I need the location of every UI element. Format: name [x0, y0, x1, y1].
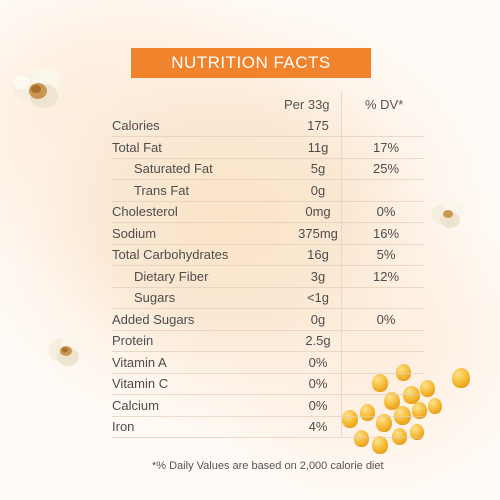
per-serving-value: 175 [307, 118, 329, 133]
per-serving-value: 11g [307, 139, 329, 155]
corn-kernel-icon [410, 424, 424, 440]
corn-kernel-icon [392, 428, 407, 445]
per-serving-value: 0g [310, 311, 326, 327]
nutrient-label: Calories [112, 118, 160, 133]
column-divider [341, 92, 342, 437]
table-row: Cholesterol 0mg 0% [112, 201, 424, 223]
per-serving-value: 3g [310, 268, 326, 284]
table-row: Vitamin C 0% [112, 373, 424, 395]
nutrient-label: Sugars [134, 290, 176, 305]
daily-value: 12% [372, 268, 400, 284]
daily-value: 5% [376, 247, 396, 262]
nutrient-label: Added Sugars [112, 311, 195, 327]
nutrient-label: Vitamin C [112, 376, 169, 391]
table-row: Calories 175 [112, 115, 424, 137]
per-serving-value: 0% [308, 376, 328, 391]
corn-kernel-icon [452, 368, 470, 388]
table-row: Iron 4% [112, 416, 424, 438]
table-row: Dietary Fiber 3g 12% [112, 266, 424, 288]
per-serving-value: 0% [308, 354, 328, 370]
nutrient-label: Saturated Fat [134, 161, 213, 176]
corn-kernel-icon [420, 380, 435, 397]
nutrient-label: Vitamin A [112, 354, 167, 370]
corn-kernel-icon [372, 436, 388, 454]
table-row: Vitamin A 0% [112, 352, 424, 374]
nutrient-label: Protein [112, 333, 154, 348]
column-header-per-serving: Per 33g [284, 97, 330, 112]
per-serving-value: 2.5g [305, 333, 331, 348]
nutrient-label: Cholesterol [112, 204, 178, 219]
corn-kernel-icon [412, 402, 427, 419]
per-serving-value: <1g [306, 290, 330, 305]
daily-value: 0% [376, 204, 396, 219]
per-serving-value: 5g [310, 161, 326, 176]
nutrient-label: Total Carbohydrates [112, 247, 229, 262]
corn-kernel-icon [428, 398, 442, 414]
corn-kernel-icon [403, 386, 420, 404]
popcorn-icon [431, 201, 464, 228]
table-row: Trans Fat 0g [112, 180, 424, 202]
corn-kernel-icon [342, 410, 358, 428]
corn-kernel-icon [354, 430, 369, 447]
per-serving-value: 0mg [305, 204, 331, 219]
corn-kernel-icon [376, 414, 392, 432]
table-row: Total Carbohydrates 16g 5% [112, 244, 424, 266]
page-title: NUTRITION FACTS [131, 48, 371, 78]
table-row: Protein 2.5g [112, 330, 424, 352]
per-serving-value: 4% [308, 419, 328, 434]
table-row: Calcium 0% [112, 395, 424, 417]
table-row: Sodium 375mg 16% [112, 223, 424, 245]
per-serving-value: 375mg [298, 225, 338, 241]
nutrient-label: Total Fat [112, 139, 162, 155]
nutrient-label: Iron [112, 419, 135, 434]
daily-value: 0% [376, 311, 396, 327]
nutrient-label: Trans Fat [134, 182, 190, 198]
nutrient-label: Calcium [112, 397, 159, 413]
nutrient-label: Sodium [112, 225, 157, 241]
corn-kernel-icon [372, 374, 388, 392]
table-row: Total Fat 11g 17% [112, 137, 424, 159]
table-row: Sugars <1g [112, 287, 424, 309]
per-serving-value: 16g [307, 247, 329, 262]
daily-value: 17% [372, 139, 400, 155]
column-header-daily-value: % DV* [365, 97, 404, 112]
corn-kernel-icon [384, 392, 400, 410]
daily-value: 16% [372, 225, 400, 241]
nutrient-label: Dietary Fiber [134, 268, 209, 284]
table-row: Added Sugars 0g 0% [112, 309, 424, 331]
daily-value: 25% [372, 161, 400, 176]
table-row: Saturated Fat 5g 25% [112, 158, 424, 180]
per-serving-value: 0g [310, 182, 326, 198]
popcorn-icon [14, 67, 61, 108]
per-serving-value: 0% [308, 397, 328, 413]
footnote: *% Daily Values are based on 2,000 calor… [152, 460, 384, 472]
popcorn-icon [48, 336, 83, 366]
corn-kernel-icon [360, 404, 375, 421]
